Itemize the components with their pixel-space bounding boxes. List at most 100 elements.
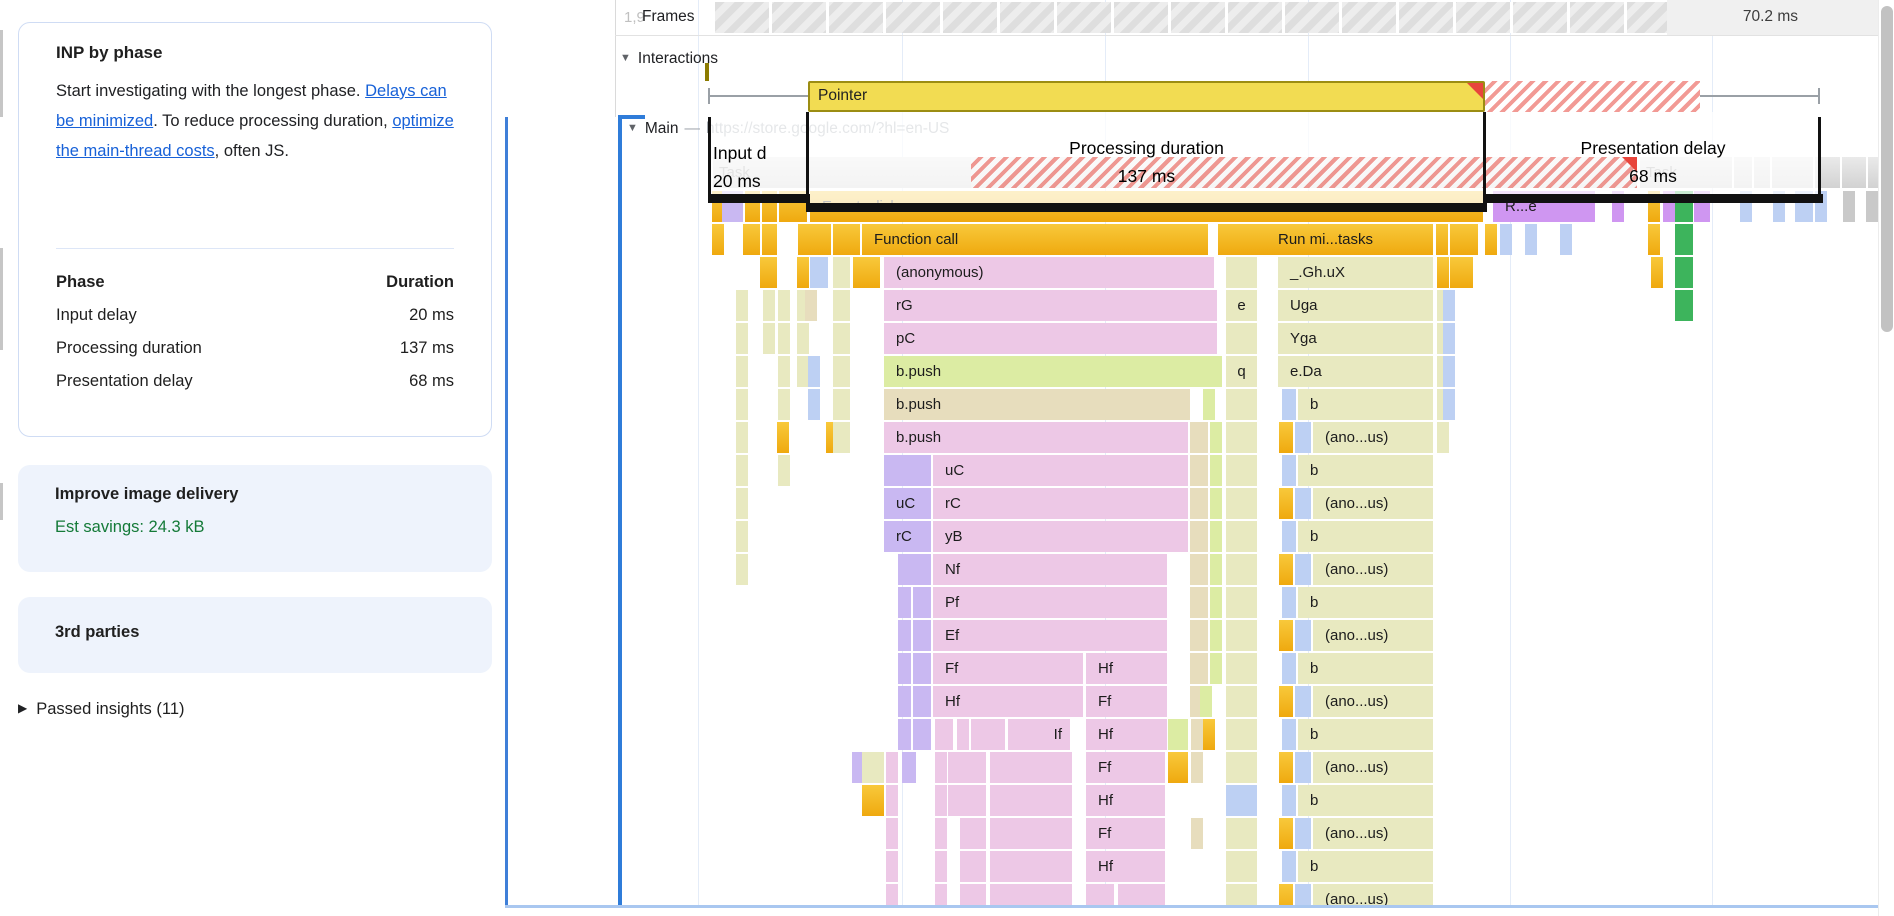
flame-sliver[interactable] [1295,884,1311,908]
flame-sliver[interactable] [1210,455,1222,486]
flame-sliver[interactable] [1190,653,1208,684]
flame-sliver[interactable] [1282,587,1296,618]
flame-bar[interactable]: b [1298,455,1433,486]
frames-filmstrip[interactable] [715,2,1667,33]
flame-sliver[interactable] [712,224,724,255]
flame-bar[interactable]: e.Da [1278,356,1433,387]
flame-sliver[interactable] [1437,422,1449,453]
flame-sliver[interactable] [833,422,850,453]
flame-bar[interactable]: (ano...us) [1313,554,1433,585]
flame-sliver[interactable] [1279,554,1293,585]
flame-bar[interactable]: b [1298,521,1433,552]
flame-bar[interactable]: Ff [1086,686,1167,717]
flame-sliver[interactable] [833,257,850,288]
flame-bar[interactable]: b [1298,851,1433,882]
flame-sliver[interactable] [1295,818,1311,849]
track-header-interactions[interactable]: ▼ Interactions [620,50,718,68]
flame-sliver[interactable] [1190,455,1208,486]
flame-sliver[interactable] [853,257,865,288]
flame-sliver[interactable] [864,257,880,288]
flame-sliver[interactable] [1525,224,1537,255]
flame-sliver[interactable] [1675,257,1693,288]
flame-bar[interactable]: b [1298,653,1433,684]
flame-sliver[interactable] [1118,884,1165,908]
flame-sliver[interactable] [1295,554,1311,585]
flame-sliver[interactable] [805,290,817,321]
flame-bar[interactable]: pC [884,323,1217,354]
flame-sliver[interactable] [1282,521,1296,552]
flame-sliver[interactable] [1226,521,1257,552]
flame-sliver[interactable] [886,785,898,816]
flame-sliver[interactable] [777,422,789,453]
flame-sliver[interactable] [1226,752,1257,783]
flame-sliver[interactable] [1168,752,1188,783]
flame-bar[interactable]: b.push [884,422,1188,453]
flame-sliver[interactable] [1866,191,1878,222]
flame-sliver[interactable] [778,455,790,486]
flame-sliver[interactable] [913,686,931,717]
flame-bar[interactable]: (ano...us) [1313,752,1433,783]
flame-bar[interactable]: uC [933,455,1188,486]
flame-sliver[interactable] [1279,818,1293,849]
flame-sliver[interactable] [960,851,986,882]
expand-icon[interactable]: ▶ [18,701,28,715]
flame-sliver[interactable] [1200,686,1212,717]
flame-bar[interactable]: If [1008,719,1070,750]
track-label-frames[interactable]: Frames [642,8,695,25]
flame-sliver[interactable] [935,785,947,816]
third-parties-card[interactable]: 3rd parties [18,597,492,673]
flame-sliver[interactable] [833,389,850,420]
flame-bar[interactable]: b.push [884,356,1222,387]
flame-sliver[interactable] [898,686,911,717]
flame-sliver[interactable] [1295,488,1311,519]
flame-sliver[interactable] [1279,884,1293,908]
flame-sliver[interactable] [948,785,960,816]
flame-bar[interactable]: q [1226,356,1257,387]
flame-sliver[interactable] [1485,224,1497,255]
flame-bar[interactable]: (ano...us) [1313,818,1433,849]
flame-sliver[interactable] [1843,191,1855,222]
flame-sliver[interactable] [1226,422,1257,453]
interaction-pointer-bar[interactable]: Pointer [808,81,1485,112]
flame-sliver[interactable] [736,488,748,519]
flame-bar[interactable]: Uga [1278,290,1433,321]
flame-sliver[interactable] [1190,554,1208,585]
flame-bar[interactable]: Yga [1278,323,1433,354]
flame-sliver[interactable] [1190,686,1202,717]
scrollbar-thumb[interactable] [1881,6,1893,332]
flame-sliver[interactable] [913,653,931,684]
flame-sliver[interactable] [1651,257,1663,288]
flame-sliver[interactable] [1295,620,1311,651]
flame-sliver[interactable] [1086,884,1114,908]
flame-sliver[interactable] [1295,422,1311,453]
flame-sliver[interactable] [886,752,898,783]
flame-sliver[interactable] [1226,554,1257,585]
flame-sliver[interactable] [736,422,748,453]
flame-bar[interactable]: Ef [933,620,1167,651]
flame-sliver[interactable] [886,851,898,882]
flame-sliver[interactable] [797,323,809,354]
flame-sliver[interactable] [1437,257,1449,288]
flame-sliver[interactable] [736,290,748,321]
flame-sliver[interactable] [1282,719,1296,750]
flame-sliver[interactable] [862,785,884,816]
flame-sliver[interactable] [762,224,777,255]
flame-sliver[interactable] [1295,686,1311,717]
flame-bar[interactable]: Ff [1086,752,1165,783]
flame-sliver[interactable] [1210,488,1222,519]
flame-bar[interactable]: Run mi...tasks [1218,224,1433,255]
flame-sliver[interactable] [1226,686,1257,717]
flame-sliver[interactable] [1500,224,1512,255]
flame-bar[interactable]: (ano...us) [1313,620,1433,651]
flame-sliver[interactable] [983,719,1005,750]
flame-sliver[interactable] [810,224,831,255]
flame-bar[interactable]: (ano...us) [1313,488,1433,519]
flame-sliver[interactable] [778,290,790,321]
flame-sliver[interactable] [1210,554,1222,585]
flame-bar[interactable]: Pf [933,587,1167,618]
flame-bar[interactable]: Ff [1086,818,1165,849]
flame-sliver[interactable] [898,587,911,618]
flame-sliver[interactable] [743,224,760,255]
flame-sliver[interactable] [1210,587,1222,618]
flame-bar[interactable]: Hf [1086,785,1165,816]
